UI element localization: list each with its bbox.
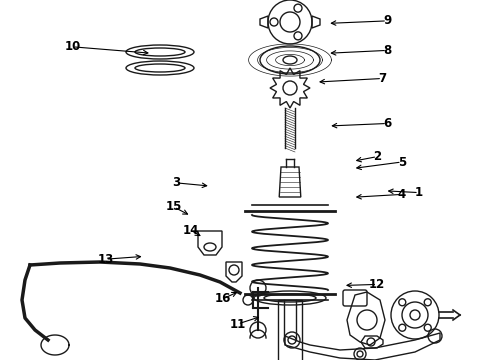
Text: 8: 8 [383,44,391,57]
Circle shape [399,299,406,306]
Text: 11: 11 [229,318,246,330]
Text: 7: 7 [378,72,386,85]
Text: 3: 3 [172,176,180,189]
Text: 13: 13 [97,253,114,266]
Text: 12: 12 [369,278,386,291]
Text: 2: 2 [373,150,381,163]
Text: 5: 5 [398,156,406,168]
Circle shape [243,295,253,305]
Text: 4: 4 [398,188,406,201]
Text: 16: 16 [215,292,231,305]
Circle shape [270,18,278,26]
Text: 1: 1 [415,186,423,199]
Circle shape [294,32,302,40]
Bar [278,300,302,360]
Circle shape [424,299,431,306]
Text: 9: 9 [383,14,391,27]
Circle shape [294,4,302,12]
Text: 15: 15 [166,201,182,213]
Text: 10: 10 [64,40,81,53]
Circle shape [399,324,406,331]
Circle shape [424,324,431,331]
Text: 6: 6 [383,117,391,130]
Text: 14: 14 [183,224,199,237]
